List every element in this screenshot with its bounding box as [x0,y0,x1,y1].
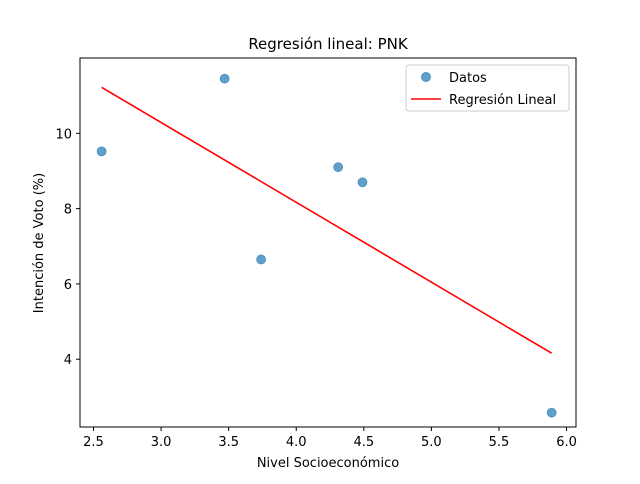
y-tick-label: 4 [64,353,72,368]
x-tick-label: 4.0 [286,435,307,450]
legend-label: Regresión Lineal [449,93,556,108]
legend-marker-icon [421,72,431,82]
y-axis-label: Intención de Voto (%) [32,173,47,313]
x-tick-label: 2.5 [83,435,104,450]
y-tick-label: 8 [64,203,72,218]
x-tick-label: 3.0 [151,435,172,450]
axes-frame [79,57,577,428]
data-point [96,146,107,157]
regression-line [101,86,553,354]
y-tick-label: 10 [55,127,72,142]
x-axis-label: Nivel Socioeconómico [257,456,399,471]
data-point [357,177,368,188]
data-point [546,407,557,418]
chart-title: Regresión lineal: PNK [248,35,409,53]
data-point [256,254,267,265]
x-tick-label: 6.0 [556,435,577,450]
legend-box [405,64,570,112]
x-tick-label: 4.5 [353,435,374,450]
data-point [333,162,344,173]
x-tick-label: 3.5 [218,435,239,450]
legend: Datos Regresión Lineal [405,64,570,112]
y-tick-label: 6 [64,278,72,293]
plot-area: 2.5 3.0 3.5 4.0 4.5 5.0 5.5 6.0 4 6 8 10 [55,57,577,450]
x-tick-label: 5.0 [421,435,442,450]
legend-label: Datos [449,71,487,86]
x-tick-label: 5.5 [489,435,510,450]
data-point [219,73,230,84]
